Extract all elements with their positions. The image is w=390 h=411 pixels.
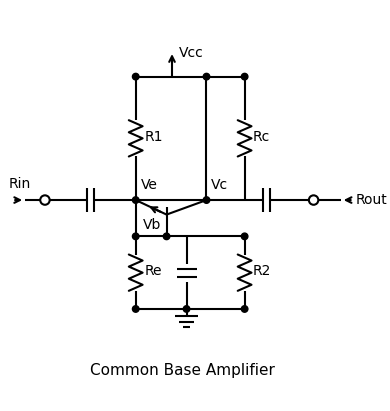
Circle shape xyxy=(183,306,190,312)
Circle shape xyxy=(163,233,170,240)
Text: Re: Re xyxy=(145,264,162,278)
Circle shape xyxy=(133,233,139,240)
Circle shape xyxy=(241,73,248,80)
Text: Rout: Rout xyxy=(355,193,387,207)
Text: Ve: Ve xyxy=(141,178,158,192)
Text: Rin: Rin xyxy=(9,177,31,191)
Circle shape xyxy=(133,73,139,80)
Circle shape xyxy=(133,306,139,312)
Circle shape xyxy=(133,197,139,203)
Text: R1: R1 xyxy=(145,129,163,143)
Circle shape xyxy=(241,233,248,240)
Circle shape xyxy=(203,197,210,203)
Circle shape xyxy=(203,73,210,80)
Text: Vc: Vc xyxy=(211,178,228,192)
Text: Common Base Amplifier: Common Base Amplifier xyxy=(90,363,275,378)
Text: Vb: Vb xyxy=(143,219,161,233)
Text: R2: R2 xyxy=(253,264,271,278)
Circle shape xyxy=(241,306,248,312)
Text: Rc: Rc xyxy=(253,129,270,143)
Text: Vcc: Vcc xyxy=(179,46,204,60)
